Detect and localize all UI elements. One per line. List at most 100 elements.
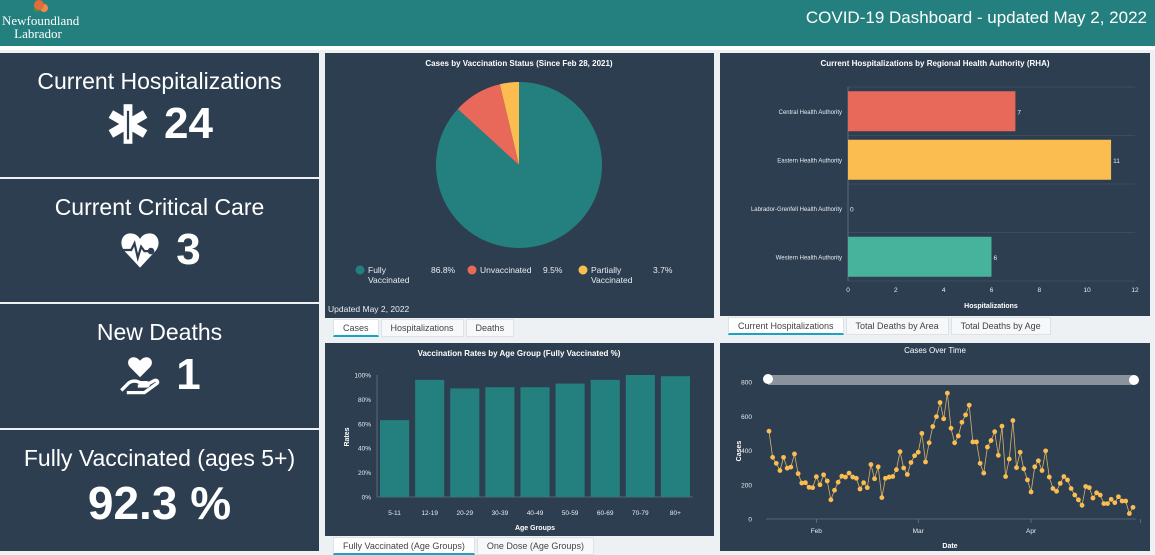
data-point[interactable] xyxy=(872,476,877,482)
data-point[interactable] xyxy=(959,419,965,425)
data-point[interactable] xyxy=(966,402,972,408)
range-slider-handle-start[interactable] xyxy=(763,374,773,384)
data-point[interactable] xyxy=(1086,485,1092,491)
bar[interactable] xyxy=(848,91,1016,132)
data-point[interactable] xyxy=(850,474,856,480)
nl-logo[interactable]: Newfoundland Labrador xyxy=(2,0,79,40)
data-point[interactable] xyxy=(843,474,848,480)
data-point[interactable] xyxy=(1025,477,1030,483)
data-point[interactable] xyxy=(846,470,852,476)
data-point[interactable] xyxy=(1108,496,1114,502)
data-point[interactable] xyxy=(904,472,910,477)
data-point[interactable] xyxy=(803,480,808,486)
bar[interactable] xyxy=(415,379,445,497)
data-point[interactable] xyxy=(944,390,950,396)
data-point[interactable] xyxy=(995,452,1001,458)
data-point[interactable] xyxy=(766,428,772,434)
bar[interactable] xyxy=(380,420,410,497)
data-point[interactable] xyxy=(1105,501,1110,506)
data-point[interactable] xyxy=(1021,466,1027,472)
data-point[interactable] xyxy=(1057,480,1063,486)
data-point[interactable] xyxy=(952,440,958,446)
data-point[interactable] xyxy=(810,485,816,491)
bar[interactable] xyxy=(625,375,655,497)
data-point[interactable] xyxy=(988,438,994,443)
data-point[interactable] xyxy=(1076,497,1081,503)
data-point[interactable] xyxy=(799,480,805,486)
data-point[interactable] xyxy=(992,429,998,435)
data-point[interactable] xyxy=(1116,494,1121,500)
bar[interactable] xyxy=(555,383,585,497)
bar[interactable] xyxy=(848,139,1112,180)
pie-slice[interactable] xyxy=(457,84,519,165)
data-point[interactable] xyxy=(1028,489,1034,495)
data-point[interactable] xyxy=(861,480,867,486)
tab-current-hospitalizations[interactable]: Current Hospitalizations xyxy=(728,317,844,335)
data-point[interactable] xyxy=(832,487,837,493)
data-point[interactable] xyxy=(857,486,863,492)
data-point[interactable] xyxy=(930,424,936,429)
data-point[interactable] xyxy=(781,454,786,460)
data-point[interactable] xyxy=(937,400,943,405)
data-point[interactable] xyxy=(792,451,797,457)
data-point[interactable] xyxy=(813,474,819,480)
data-point[interactable] xyxy=(970,439,976,445)
range-slider-handle-end[interactable] xyxy=(1129,375,1139,385)
data-point[interactable] xyxy=(1083,484,1089,489)
data-point[interactable] xyxy=(868,462,874,467)
data-point[interactable] xyxy=(1061,474,1067,479)
data-point[interactable] xyxy=(1003,474,1008,479)
data-point[interactable] xyxy=(1035,458,1041,464)
data-point[interactable] xyxy=(908,460,914,465)
data-point[interactable] xyxy=(981,470,987,476)
data-point[interactable] xyxy=(1050,486,1056,491)
data-point[interactable] xyxy=(894,467,899,473)
data-point[interactable] xyxy=(1068,486,1074,491)
data-point[interactable] xyxy=(1046,474,1052,480)
data-point[interactable] xyxy=(948,425,954,431)
data-point[interactable] xyxy=(1126,511,1132,516)
data-point[interactable] xyxy=(999,423,1005,429)
bar[interactable] xyxy=(485,387,515,497)
data-point[interactable] xyxy=(773,460,779,466)
data-point[interactable] xyxy=(955,433,961,439)
data-point[interactable] xyxy=(1039,468,1045,473)
data-point[interactable] xyxy=(1006,456,1012,462)
data-point[interactable] xyxy=(1043,448,1049,454)
bar[interactable] xyxy=(450,388,480,497)
data-point[interactable] xyxy=(777,468,783,473)
data-point[interactable] xyxy=(1090,495,1096,501)
data-point[interactable] xyxy=(864,485,870,491)
data-point[interactable] xyxy=(886,474,892,480)
data-point[interactable] xyxy=(835,479,841,485)
data-point[interactable] xyxy=(879,495,885,500)
data-point[interactable] xyxy=(1054,488,1059,494)
tab-total-deaths-by-area[interactable]: Total Deaths by Area xyxy=(845,317,949,335)
data-point[interactable] xyxy=(901,465,907,471)
data-point[interactable] xyxy=(1130,504,1136,510)
data-point[interactable] xyxy=(923,459,928,465)
data-point[interactable] xyxy=(875,464,881,470)
tab-cases[interactable]: Cases xyxy=(333,319,379,337)
data-point[interactable] xyxy=(853,475,859,481)
range-slider-track[interactable] xyxy=(768,375,1134,385)
data-point[interactable] xyxy=(915,449,921,455)
bar[interactable] xyxy=(848,236,992,277)
data-point[interactable] xyxy=(1079,502,1085,508)
data-point[interactable] xyxy=(1112,500,1118,506)
data-point[interactable] xyxy=(1119,498,1125,504)
data-point[interactable] xyxy=(1032,464,1038,470)
data-point[interactable] xyxy=(912,453,917,459)
data-point[interactable] xyxy=(806,484,812,490)
data-point[interactable] xyxy=(1065,477,1070,483)
tab-fully-vaccinated[interactable]: Fully Vaccinated (Age Groups) xyxy=(333,537,475,555)
data-point[interactable] xyxy=(974,439,979,445)
bar[interactable] xyxy=(590,379,620,497)
data-point[interactable] xyxy=(897,449,903,455)
data-point[interactable] xyxy=(1123,498,1129,504)
tab-one-dose[interactable]: One Dose (Age Groups) xyxy=(476,537,594,555)
data-point[interactable] xyxy=(883,475,888,481)
data-point[interactable] xyxy=(1094,490,1099,496)
data-point[interactable] xyxy=(828,497,834,503)
data-point[interactable] xyxy=(1101,501,1107,506)
